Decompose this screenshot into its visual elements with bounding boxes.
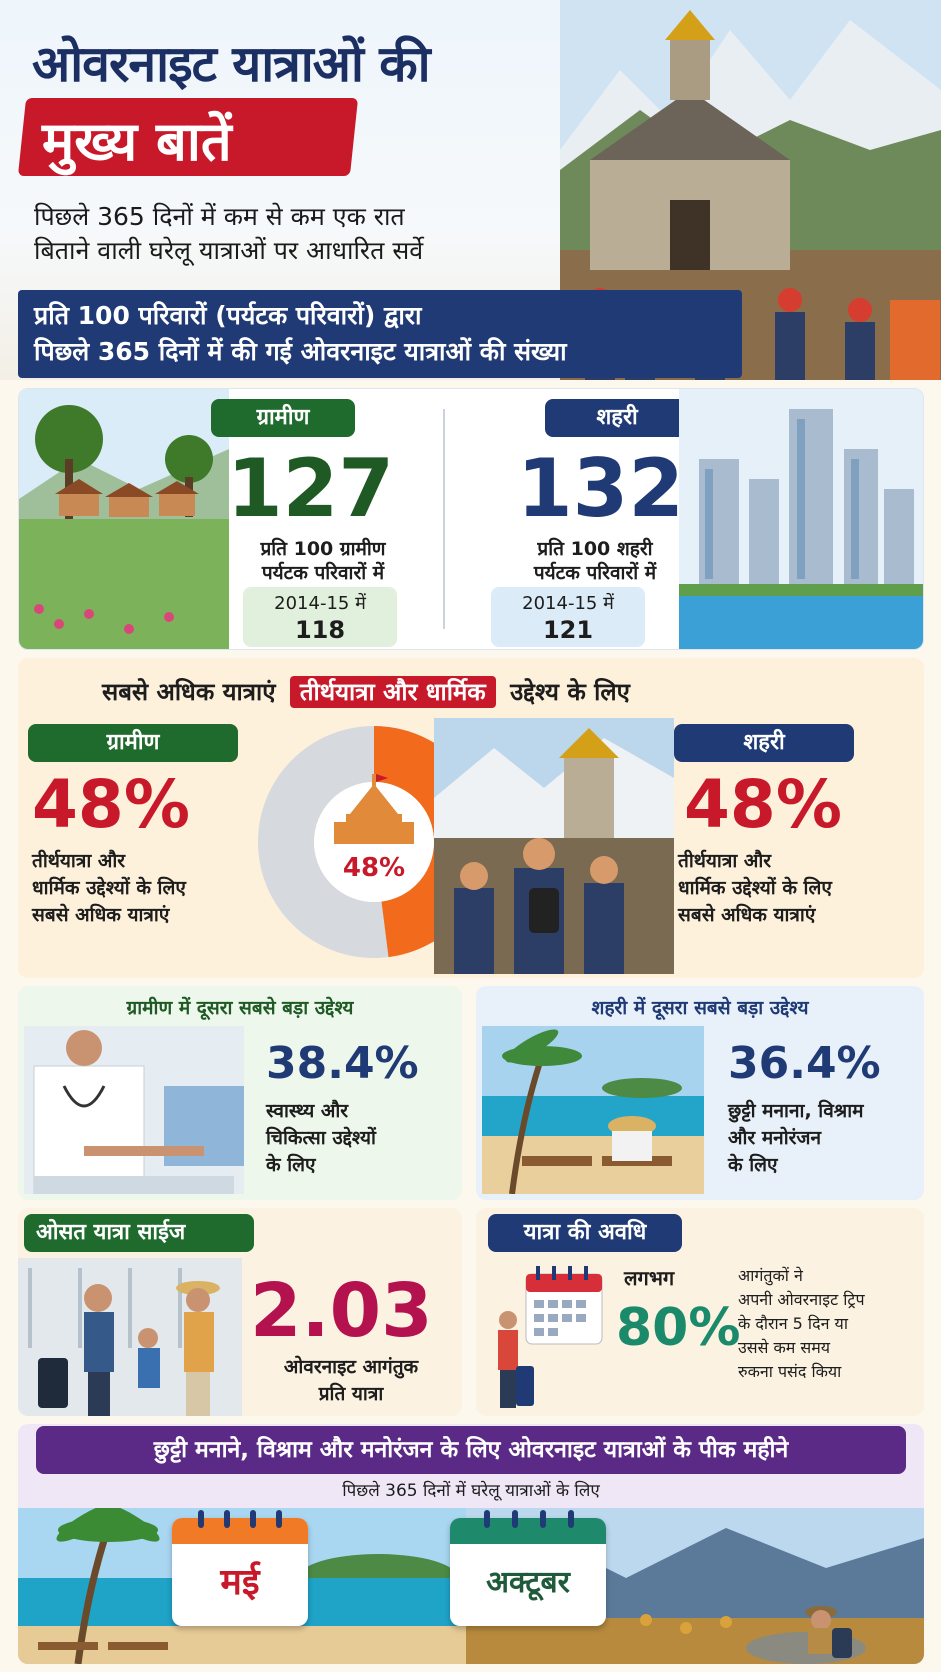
urban-prev-value: 121: [542, 616, 594, 644]
page-title-line1: ओवरनाइट यात्राओं की: [32, 35, 431, 93]
trips-per-100-section: ग्रामीण 127 प्रति 100 ग्रामीण पर्यटक परि…: [18, 388, 924, 650]
city-illustration: [679, 389, 923, 649]
urban-trips-desc: प्रति 100 शहरी पर्यटक परिवारों में: [501, 537, 689, 585]
trip-size-desc: ओवरनाइट आगंतुक प्रति यात्रा: [246, 1354, 456, 1408]
purpose-rural-value: 48%: [32, 766, 190, 843]
urban-prev-label: 2014-15 में: [522, 593, 614, 614]
urban-prev-box: 2014-15 में 121: [491, 587, 645, 647]
band-line2: पिछले 365 दिनों में की गई ओवरनाइट यात्रा…: [34, 337, 567, 366]
band-line1: प्रति 100 परिवारों (पर्यटक परिवारों) द्व…: [34, 301, 422, 330]
donut-center-value: 48%: [343, 853, 405, 883]
village-illustration: [19, 389, 229, 649]
urban-second-desc-line3: के लिए: [728, 1154, 778, 1176]
duration-desc-line1: आगंतुकों ने: [738, 1266, 803, 1285]
purpose-urban-desc-line1: तीर्थयात्रा और: [678, 850, 772, 872]
purpose-rural-desc-line2: धार्मिक उद्देश्यों के लिए: [32, 877, 186, 899]
urban-label: शहरी: [545, 399, 689, 437]
duration-desc-line2: अपनी ओवरनाइट ट्रिप: [738, 1290, 865, 1309]
urban-second-desc: छुट्टी मनाना, विश्राम और मनोरंजन के लिए: [728, 1098, 920, 1179]
purpose-urban-desc-line2: धार्मिक उद्देश्यों के लिए: [678, 877, 832, 899]
duration-value: 80%: [616, 1298, 741, 1358]
peak-heading: छुट्टी मनाने, विश्राम और मनोरंजन के लिए …: [36, 1426, 906, 1474]
duration-label: यात्रा की अवधि: [488, 1214, 682, 1252]
urban-trips-desc-line1: प्रति 100 शहरी: [537, 538, 653, 560]
doctor-illustration: [24, 1026, 244, 1194]
urban-second-value: 36.4%: [728, 1038, 881, 1089]
purpose-heading-pre: सबसे अधिक यात्राएं: [102, 678, 276, 706]
october-calendar-rings: [484, 1510, 574, 1528]
rural-trips-desc-line2: पर्यटक परिवारों में: [261, 562, 385, 584]
rural-prev-box: 2014-15 में 118: [243, 587, 397, 647]
urban-second-purpose-card: शहरी में दूसरा सबसे बड़ा उद्देश्य 36.4% …: [476, 986, 924, 1200]
october-calendar: अक्टूबर: [450, 1518, 606, 1626]
rural-second-desc-line3: के लिए: [266, 1154, 316, 1176]
rural-prev-value: 118: [294, 616, 346, 644]
duration-desc: आगंतुकों ने अपनी ओवरनाइट ट्रिप के दौरान …: [738, 1264, 920, 1384]
calendar-traveller-illustration: [498, 1266, 603, 1408]
duration-desc-line3: के दौरान 5 दिन या: [738, 1314, 848, 1333]
beach-palm-illustration: [18, 1508, 466, 1664]
purpose-urban-value: 48%: [684, 766, 842, 843]
divider: [443, 409, 445, 629]
month-may: मई: [220, 1562, 260, 1603]
purpose-urban-desc-line3: सबसे अधिक यात्राएं: [678, 904, 816, 926]
pilgrim-illustration: [434, 718, 674, 974]
purpose-heading-post: उद्देश्य के लिए: [510, 678, 630, 706]
rural-label: ग्रामीण: [211, 399, 355, 437]
purpose-heading: सबसे अधिक यात्राएं तीर्थयात्रा और धार्मि…: [102, 672, 630, 712]
duration-desc-line4: उससे कम समय: [738, 1338, 831, 1357]
urban-trips-value: 132: [517, 442, 684, 535]
urban-second-title: शहरी में दूसरा सबसे बड़ा उद्देश्य: [591, 997, 809, 1019]
purpose-rural-desc-line3: सबसे अधिक यात्राएं: [32, 904, 170, 926]
duration-desc-line5: रुकना पसंद किया: [738, 1362, 842, 1381]
purpose-urban-desc: तीर्थयात्रा और धार्मिक उद्देश्यों के लिए…: [678, 848, 918, 929]
urban-second-desc-line1: छुट्टी मनाना, विश्राम: [728, 1100, 864, 1122]
temple-icon: [334, 774, 414, 844]
rural-trips-value: 127: [227, 442, 394, 535]
rural-prev-label: 2014-15 में: [274, 593, 366, 614]
october-calendar-top: [450, 1518, 606, 1544]
purpose-section: सबसे अधिक यात्राएं तीर्थयात्रा और धार्मि…: [18, 658, 924, 978]
rural-second-purpose-card: ग्रामीण में दूसरा सबसे बड़ा उद्देश्य 38.…: [18, 986, 462, 1200]
purpose-rural-desc: तीर्थयात्रा और धार्मिक उद्देश्यों के लिए…: [32, 848, 272, 929]
urban-trips-desc-line2: पर्यटक परिवारों में: [533, 562, 657, 584]
beach-illustration: [482, 1026, 704, 1194]
urban-second-desc-line2: और मनोरंजन: [728, 1127, 822, 1149]
may-calendar: मई: [172, 1518, 308, 1626]
rural-second-title: ग्रामीण में दूसरा सबसे बड़ा उद्देश्य: [126, 997, 354, 1019]
rural-second-desc: स्वास्थ्य और चिकित्सा उद्देश्यों के लिए: [266, 1098, 456, 1179]
peak-months-section: छुट्टी मनाने, विश्राम और मनोरंजन के लिए …: [18, 1424, 924, 1664]
purpose-rural-desc-line1: तीर्थयात्रा और: [32, 850, 126, 872]
trip-size-value: 2.03: [250, 1268, 433, 1354]
rural-second-desc-line1: स्वास्थ्य और: [266, 1100, 349, 1122]
duration-approx: लगभग: [624, 1266, 675, 1290]
peak-subheading: पिछले 365 दिनों में घरेलू यात्राओं के लि…: [342, 1481, 600, 1501]
rural-second-value: 38.4%: [266, 1038, 419, 1089]
purpose-urban-label: शहरी: [674, 724, 854, 762]
family-travel-illustration: [18, 1258, 242, 1416]
purpose-rural-label: ग्रामीण: [28, 724, 238, 762]
purpose-heading-highlight: तीर्थयात्रा और धार्मिक: [289, 676, 496, 708]
month-october: अक्टूबर: [486, 1565, 570, 1600]
subtitle: पिछले 365 दिनों में कम से कम एक रात बिता…: [34, 200, 594, 268]
duration-card: यात्रा की अवधि लगभग 80% आगंतुकों ने अपनी…: [476, 1208, 924, 1416]
rural-trips-desc-line1: प्रति 100 ग्रामीण: [260, 538, 386, 560]
may-calendar-rings: [198, 1510, 282, 1528]
subtitle-line2: बिताने वाली घरेलू यात्राओं पर आधारित सर्…: [34, 236, 424, 265]
page-title-line2: मुख्य बातें: [42, 110, 232, 173]
section-band: प्रति 100 परिवारों (पर्यटक परिवारों) द्व…: [18, 290, 742, 378]
rural-trips-desc: प्रति 100 ग्रामीण पर्यटक परिवारों में: [229, 537, 417, 585]
trip-size-desc-line2: प्रति यात्रा: [318, 1383, 384, 1405]
may-calendar-top: [172, 1518, 308, 1544]
trip-size-card: ओसत यात्रा साईज 2.03 ओवरनाइट आगंतुक प्रत…: [18, 1208, 462, 1416]
rural-second-desc-line2: चिकित्सा उद्देश्यों: [266, 1127, 376, 1149]
trip-size-label: ओसत यात्रा साईज: [24, 1214, 254, 1252]
header-section: ओवरनाइट यात्राओं की मुख्य बातें पिछले 36…: [0, 0, 941, 380]
trip-size-desc-line1: ओवरनाइट आगंतुक: [283, 1356, 419, 1378]
subtitle-line1: पिछले 365 दिनों में कम से कम एक रात: [34, 202, 405, 231]
